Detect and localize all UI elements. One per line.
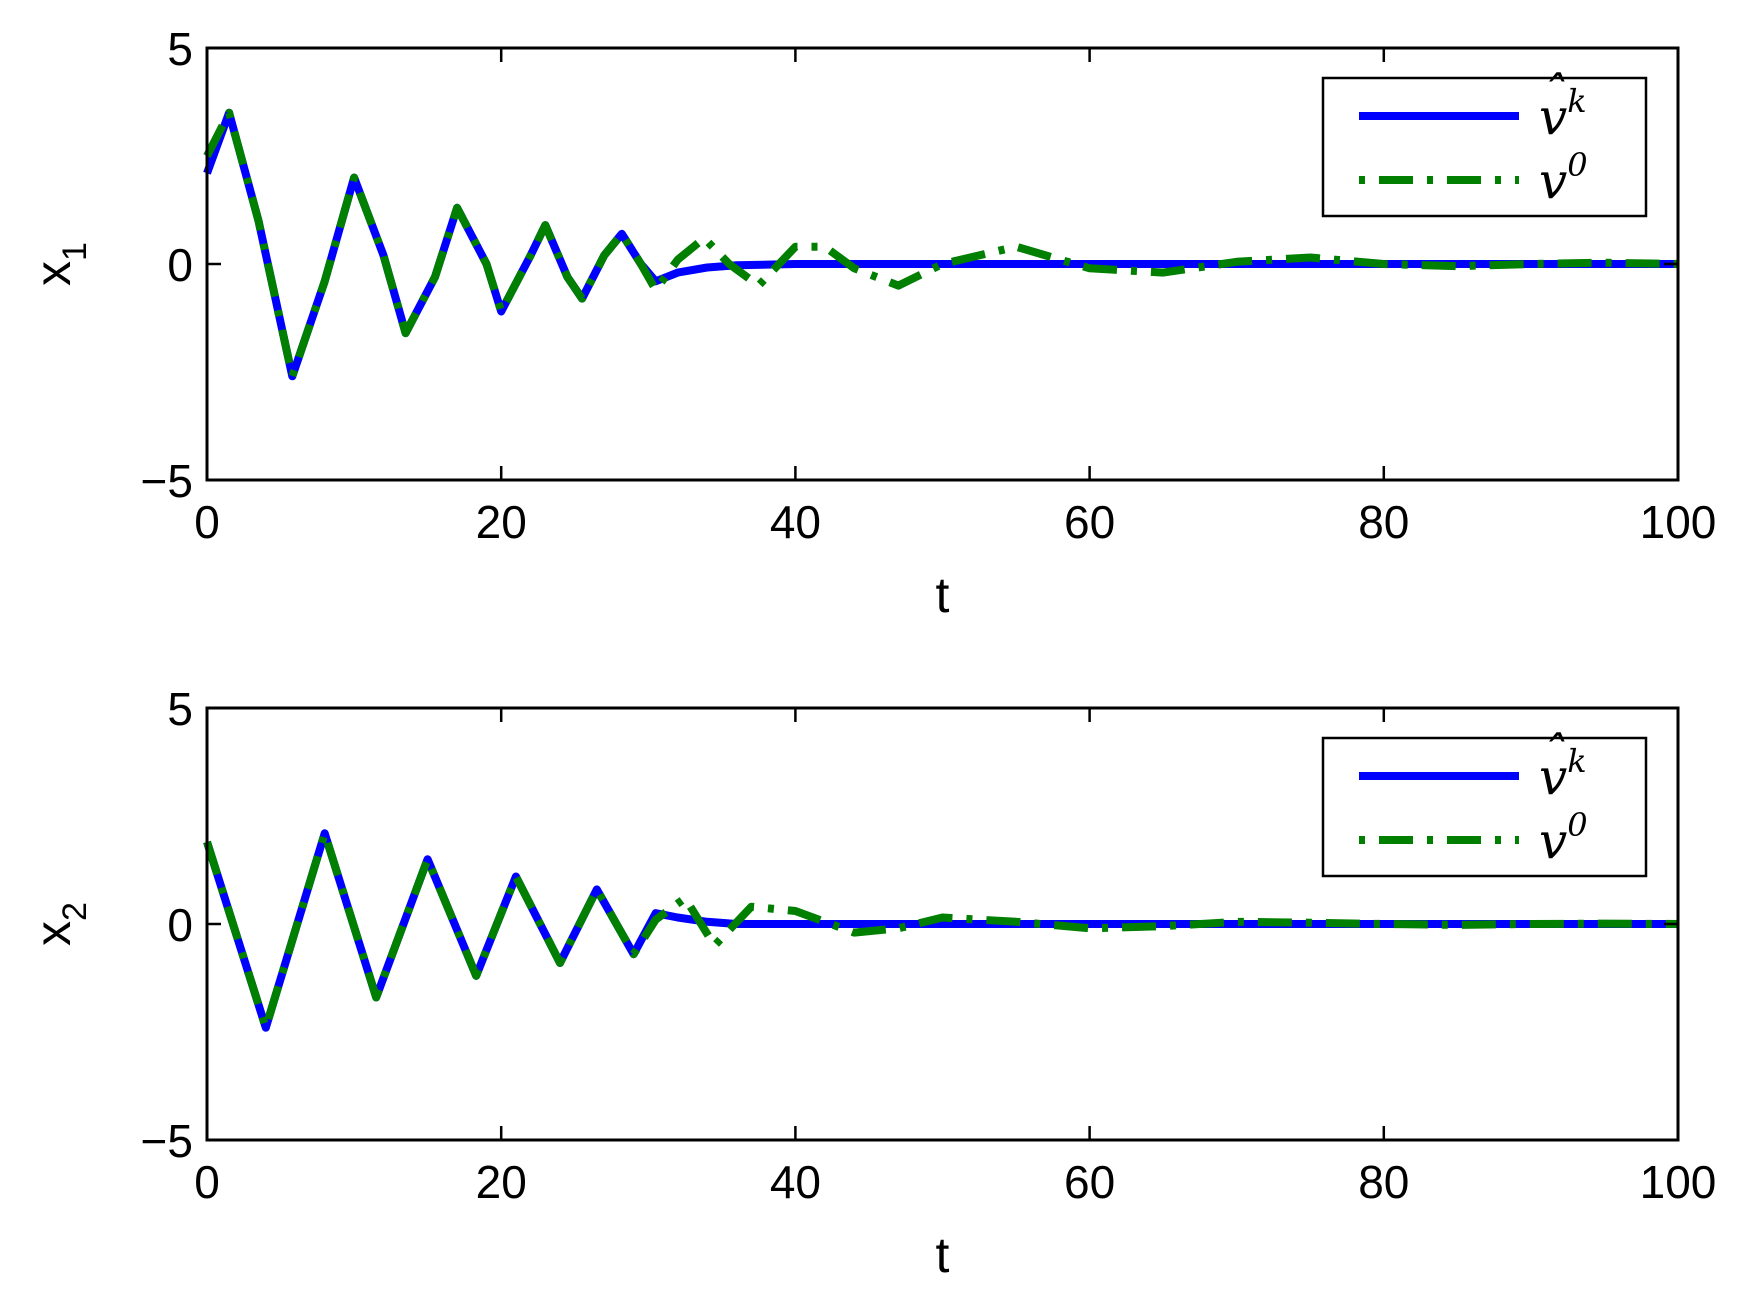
y-tick-label: −5 [141,455,193,507]
y-axis-label: x2 [25,902,94,946]
y-axis-label: x1 [25,242,94,286]
legend-hat-accent: ˆ [1541,66,1566,124]
x-tick-label: 60 [1064,496,1115,548]
y-axis-label-main: x [25,261,81,286]
legend-label-superscript: k [1567,82,1586,120]
legend-label: v0 [1539,146,1588,210]
legend-label-superscript: 0 [1567,806,1587,844]
x-tick-label: 80 [1358,1156,1409,1208]
x-tick-label: 40 [770,496,821,548]
y-tick-label: 5 [167,683,193,735]
legend-box [1321,76,1648,218]
legend-label-superscript: 0 [1567,146,1587,184]
y-tick-label: 5 [167,23,193,75]
x-tick-label: 0 [194,1156,220,1208]
x-tick-label: 80 [1358,496,1409,548]
legend-hat-accent: ˆ [1541,726,1566,784]
x-axis-label: t [936,567,950,623]
y-axis-label-subscript: 1 [56,242,94,261]
y-tick-label: 0 [167,899,193,951]
series-line-v-0 [203,829,1679,1032]
legend-label: v0 [1539,806,1588,870]
legend-label: vk [1539,82,1587,146]
x-axis-label: t [936,1227,950,1283]
legend-label-name: v [1539,88,1567,146]
x-tick-label: 40 [770,1156,821,1208]
x-tick-label: 100 [1640,1156,1717,1208]
y-axis-label-subscript: 2 [56,902,94,921]
x-tick-label: 60 [1064,1156,1115,1208]
x-tick-label: 20 [476,496,527,548]
x-tick-label: 20 [476,1156,527,1208]
x-tick-label: 0 [194,496,220,548]
legend-box [1321,736,1648,878]
legend-label-name: v [1539,152,1567,210]
legend-label: vk [1539,742,1587,806]
legend-label-superscript: k [1567,742,1586,780]
y-tick-label: −5 [141,1115,193,1167]
legend-label-name: v [1539,812,1567,870]
y-tick-label: 0 [167,239,193,291]
legend-label-name: v [1539,748,1567,806]
series-line-v-0 [203,108,1679,381]
y-axis-label-main: x [25,921,81,946]
x-tick-label: 100 [1640,496,1717,548]
